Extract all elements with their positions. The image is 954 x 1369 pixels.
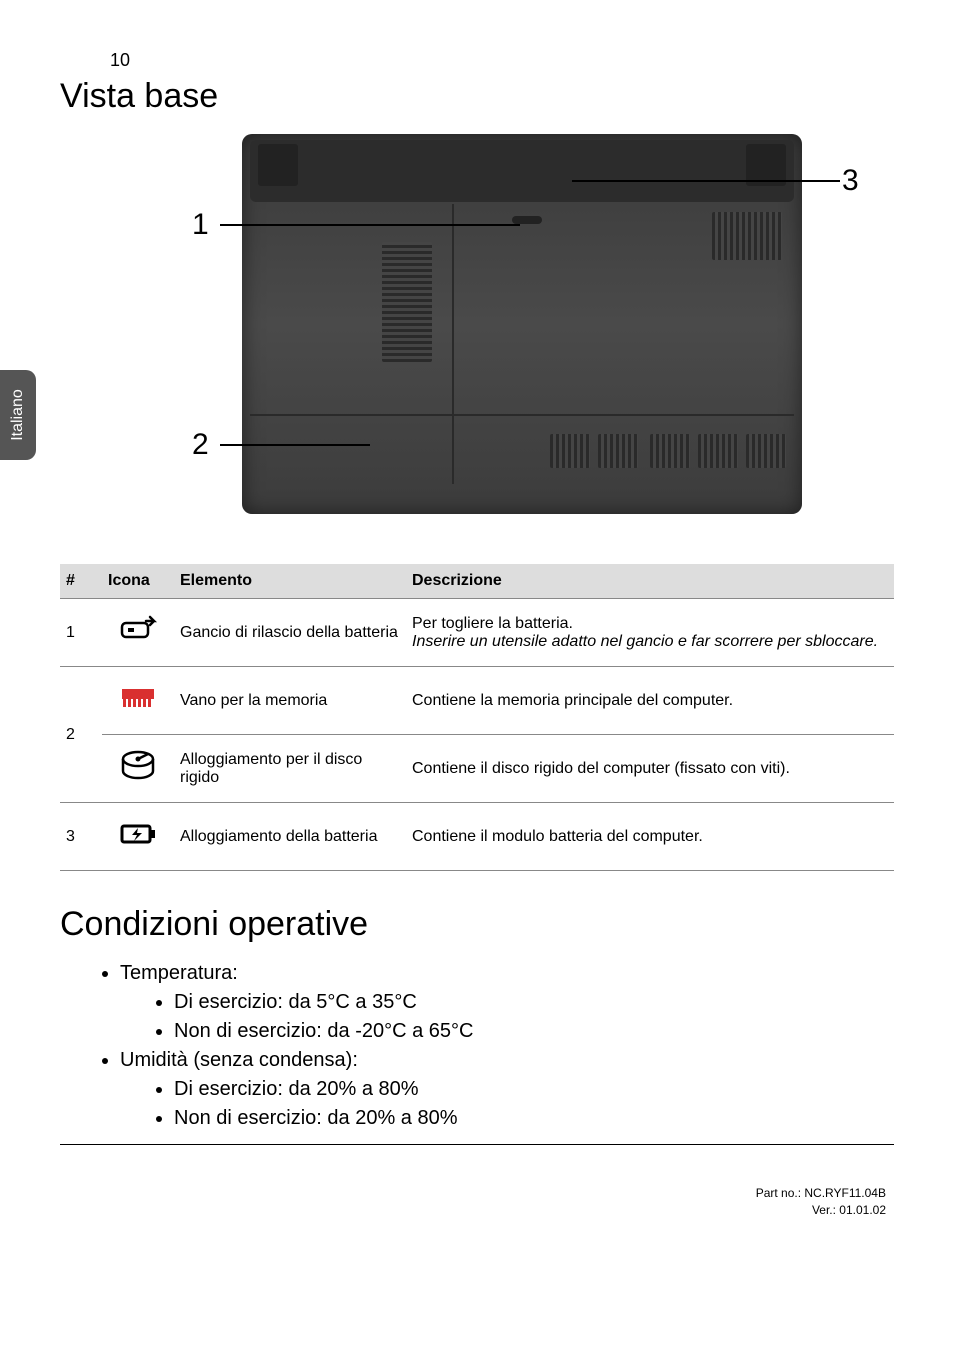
environment-list: Temperatura: Di esercizio: da 5°C a 35°C… (60, 962, 894, 1130)
hdd-icon (102, 735, 174, 803)
table-row: 2 Vano per la memoria Contiene la memori… (60, 667, 894, 735)
laptop-base-figure: 1 2 3 (152, 134, 802, 534)
memory-icon (102, 667, 174, 735)
row3-elem: Alloggiamento per il disco rigido (174, 735, 406, 803)
callout-3: 3 (842, 164, 859, 198)
row1-num: 1 (60, 599, 102, 667)
env-item-temperature: Temperatura: Di esercizio: da 5°C a 35°C… (120, 962, 894, 1043)
footer: Part no.: NC.RYF11.04B Ver.: 01.01.02 (60, 1185, 886, 1219)
vent-bottom-2 (598, 434, 638, 468)
battery-bay (250, 140, 794, 202)
divider (60, 1144, 894, 1145)
th-num: # (60, 564, 102, 599)
th-icon: Icona (102, 564, 174, 599)
vent-bottom-5 (746, 434, 786, 468)
vent-bottom-1 (550, 434, 590, 468)
footer-ver: Ver.: 01.01.02 (60, 1202, 886, 1219)
row1-desc-line1: Per togliere la batteria. (412, 615, 573, 632)
th-desc: Descrizione (406, 564, 894, 599)
page: Italiano 10 Vista base 1 2 3 # Icona Ele… (0, 0, 954, 1259)
env-hum-label: Umidità (senza condensa): (120, 1049, 358, 1071)
page-number: 10 (110, 50, 894, 71)
panel-seam-h (250, 414, 794, 416)
language-tab-label: Italiano (9, 389, 27, 441)
row1-elem: Gancio di rilascio della batteria (174, 599, 406, 667)
row4-elem: Alloggiamento della batteria (174, 803, 406, 871)
battery-release-icon (102, 599, 174, 667)
battery-release-slot (512, 216, 542, 224)
row2-num: 2 (60, 667, 102, 803)
env-hum-nonop: Non di esercizio: da 20% a 80% (174, 1107, 894, 1130)
footer-part: Part no.: NC.RYF11.04B (60, 1185, 886, 1202)
table-row: 3 Alloggiamento della batteria Contiene … (60, 803, 894, 871)
battery-icon (102, 803, 174, 871)
callout-line-3 (572, 180, 840, 182)
callout-line-2 (220, 444, 370, 446)
row4-num: 3 (60, 803, 102, 871)
callout-1: 1 (192, 208, 209, 242)
env-item-humidity: Umidità (senza condensa): Di esercizio: … (120, 1049, 894, 1130)
row2-elem: Vano per la memoria (174, 667, 406, 735)
vent-bottom-3 (650, 434, 690, 468)
table-row: Alloggiamento per il disco rigido Contie… (60, 735, 894, 803)
vent-bottom-4 (698, 434, 738, 468)
row1-desc-line2: Inserire un utensile adatto nel gancio e… (412, 633, 878, 650)
env-temp-nonop: Non di esercizio: da -20°C a 65°C (174, 1020, 894, 1043)
row3-desc: Contiene il disco rigido del computer (f… (406, 735, 894, 803)
env-temp-label: Temperatura: (120, 962, 238, 984)
language-tab: Italiano (0, 370, 36, 460)
vent-middle-left (382, 242, 432, 362)
row2-desc: Contiene la memoria principale del compu… (406, 667, 894, 735)
components-table: # Icona Elemento Descrizione 1 Gancio di… (60, 564, 894, 871)
env-hum-op: Di esercizio: da 20% a 80% (174, 1078, 894, 1101)
vent-top-right (712, 212, 782, 260)
callout-line-1 (220, 224, 520, 226)
table-row: 1 Gancio di rilascio della batteria Per … (60, 599, 894, 667)
th-elem: Elemento (174, 564, 406, 599)
env-temp-op: Di esercizio: da 5°C a 35°C (174, 991, 894, 1014)
callout-2: 2 (192, 428, 209, 462)
heading-condizioni: Condizioni operative (60, 905, 894, 944)
heading-vista-base: Vista base (60, 77, 894, 116)
row4-desc: Contiene il modulo batteria del computer… (406, 803, 894, 871)
panel-seam-v (452, 204, 454, 484)
table-header-row: # Icona Elemento Descrizione (60, 564, 894, 599)
row1-desc: Per togliere la batteria. Inserire un ut… (406, 599, 894, 667)
battery-clip-left (258, 144, 298, 186)
